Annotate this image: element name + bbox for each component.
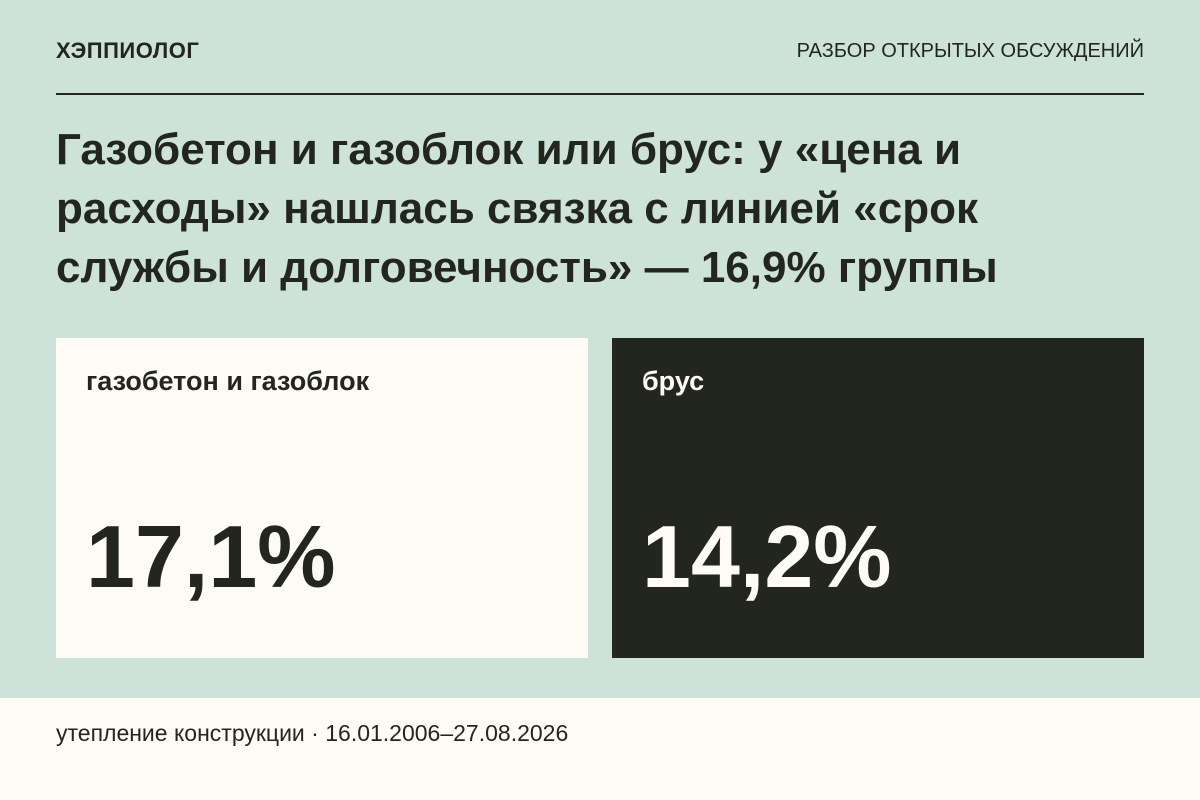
headline: Газобетон и газоблок или брус: у «цена и…	[56, 125, 998, 292]
divider	[56, 93, 1144, 95]
section-label: РАЗБОР ОТКРЫТЫХ ОБСУЖДЕНИЙ	[796, 40, 1144, 62]
footer: утепление конструкции · 16.01.2006–27.08…	[0, 698, 1200, 800]
topic: утепление конструкции	[56, 720, 305, 746]
card-value: 14,2%	[642, 507, 892, 606]
card: брус 14,2%	[612, 338, 1144, 658]
card-value: 17,1%	[86, 507, 336, 606]
brand: ХЭППИОЛОГ	[56, 38, 200, 63]
separator: ·	[311, 720, 319, 746]
card-label: брус	[642, 366, 705, 396]
footer-text: утепление конструкции · 16.01.2006–27.08…	[56, 720, 568, 747]
period: 16.01.2006–27.08.2026	[325, 720, 569, 746]
card: газобетон и газоблок 17,1%	[56, 338, 588, 658]
card-label: газобетон и газоблок	[86, 366, 370, 396]
